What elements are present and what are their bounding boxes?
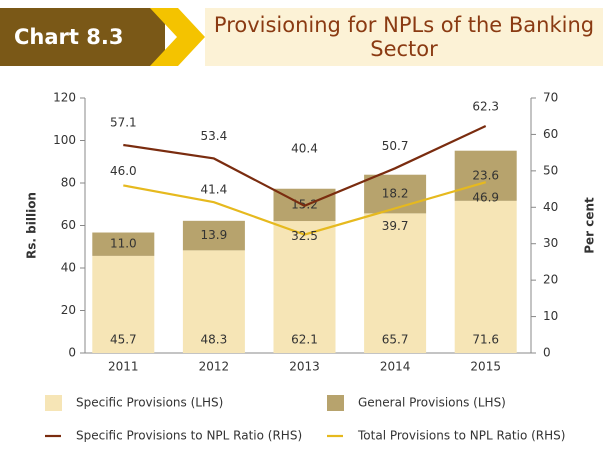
x-tick-label: 2013 (289, 360, 320, 374)
bar (182, 220, 245, 251)
header: Chart 8.3 Provisioning for NPLs of the B… (0, 0, 603, 66)
x-tick-label: 2011 (108, 360, 139, 374)
y2-tick-label: 10 (543, 309, 558, 323)
bar-label: 23.6 (472, 168, 499, 182)
x-tick-label: 2015 (470, 360, 501, 374)
y2-tick-label: 0 (543, 346, 551, 360)
y-tick-label: 60 (61, 218, 76, 232)
bar-label: 15.2 (291, 197, 318, 211)
y-tick-label: 40 (61, 261, 76, 275)
y2-tick-label: 20 (543, 273, 558, 287)
line-label: 40.4 (291, 141, 318, 155)
bar-label: 65.7 (382, 333, 409, 347)
y-axis-title: Rs. billion (25, 192, 39, 259)
line-label: 32.5 (291, 229, 318, 243)
line-label: 46.9 (472, 191, 499, 205)
line (123, 125, 487, 208)
legend-swatch (45, 395, 62, 411)
bar (454, 150, 517, 201)
line-label: 57.1 (110, 115, 137, 129)
bar (364, 213, 427, 353)
bar-label: 62.1 (291, 333, 318, 347)
line (123, 181, 487, 236)
bar (182, 250, 245, 353)
y2-tick-label: 70 (543, 91, 558, 105)
y2-tick-label: 60 (543, 127, 558, 141)
y2-tick-label: 30 (543, 236, 558, 250)
line-label: 53.4 (201, 129, 228, 143)
legend-label: General Provisions (LHS) (358, 396, 506, 410)
y-tick-label: 120 (53, 91, 76, 105)
legend-label: Total Provisions to NPL Ratio (RHS) (357, 429, 565, 443)
bar (92, 255, 155, 353)
line-label: 46.0 (110, 164, 137, 178)
bar-label: 48.3 (201, 333, 228, 347)
chevron (150, 8, 205, 66)
bar (364, 174, 427, 214)
bar-label: 11.0 (110, 237, 137, 251)
bar (454, 200, 517, 353)
bar-label: 13.9 (201, 228, 228, 242)
chart-number: Chart 8.3 (0, 8, 165, 66)
y2-axis-title: Per cent (583, 197, 597, 254)
legend-label: Specific Provisions (LHS) (76, 396, 223, 410)
x-tick-label: 2012 (199, 360, 230, 374)
y-tick-label: 100 (53, 133, 76, 147)
line-label: 62.3 (472, 100, 499, 114)
y2-tick-label: 40 (543, 200, 558, 214)
chart-title: Provisioning for NPLs of the Banking Sec… (205, 8, 603, 66)
bar-label: 18.2 (382, 187, 409, 201)
y-tick-label: 0 (68, 346, 76, 360)
x-tick-label: 2014 (380, 360, 411, 374)
legend-swatch (327, 395, 344, 411)
line-label: 41.4 (201, 183, 228, 197)
line-label: 39.7 (382, 219, 409, 233)
y-tick-label: 80 (61, 176, 76, 190)
y-tick-label: 20 (61, 303, 76, 317)
bar (92, 232, 155, 256)
legend-label: Specific Provisions to NPL Ratio (RHS) (76, 429, 302, 443)
line-label: 50.7 (382, 139, 409, 153)
bar-label: 71.6 (472, 333, 499, 347)
bar-label: 45.7 (110, 333, 137, 347)
bar (273, 221, 336, 353)
y2-tick-label: 50 (543, 163, 558, 177)
